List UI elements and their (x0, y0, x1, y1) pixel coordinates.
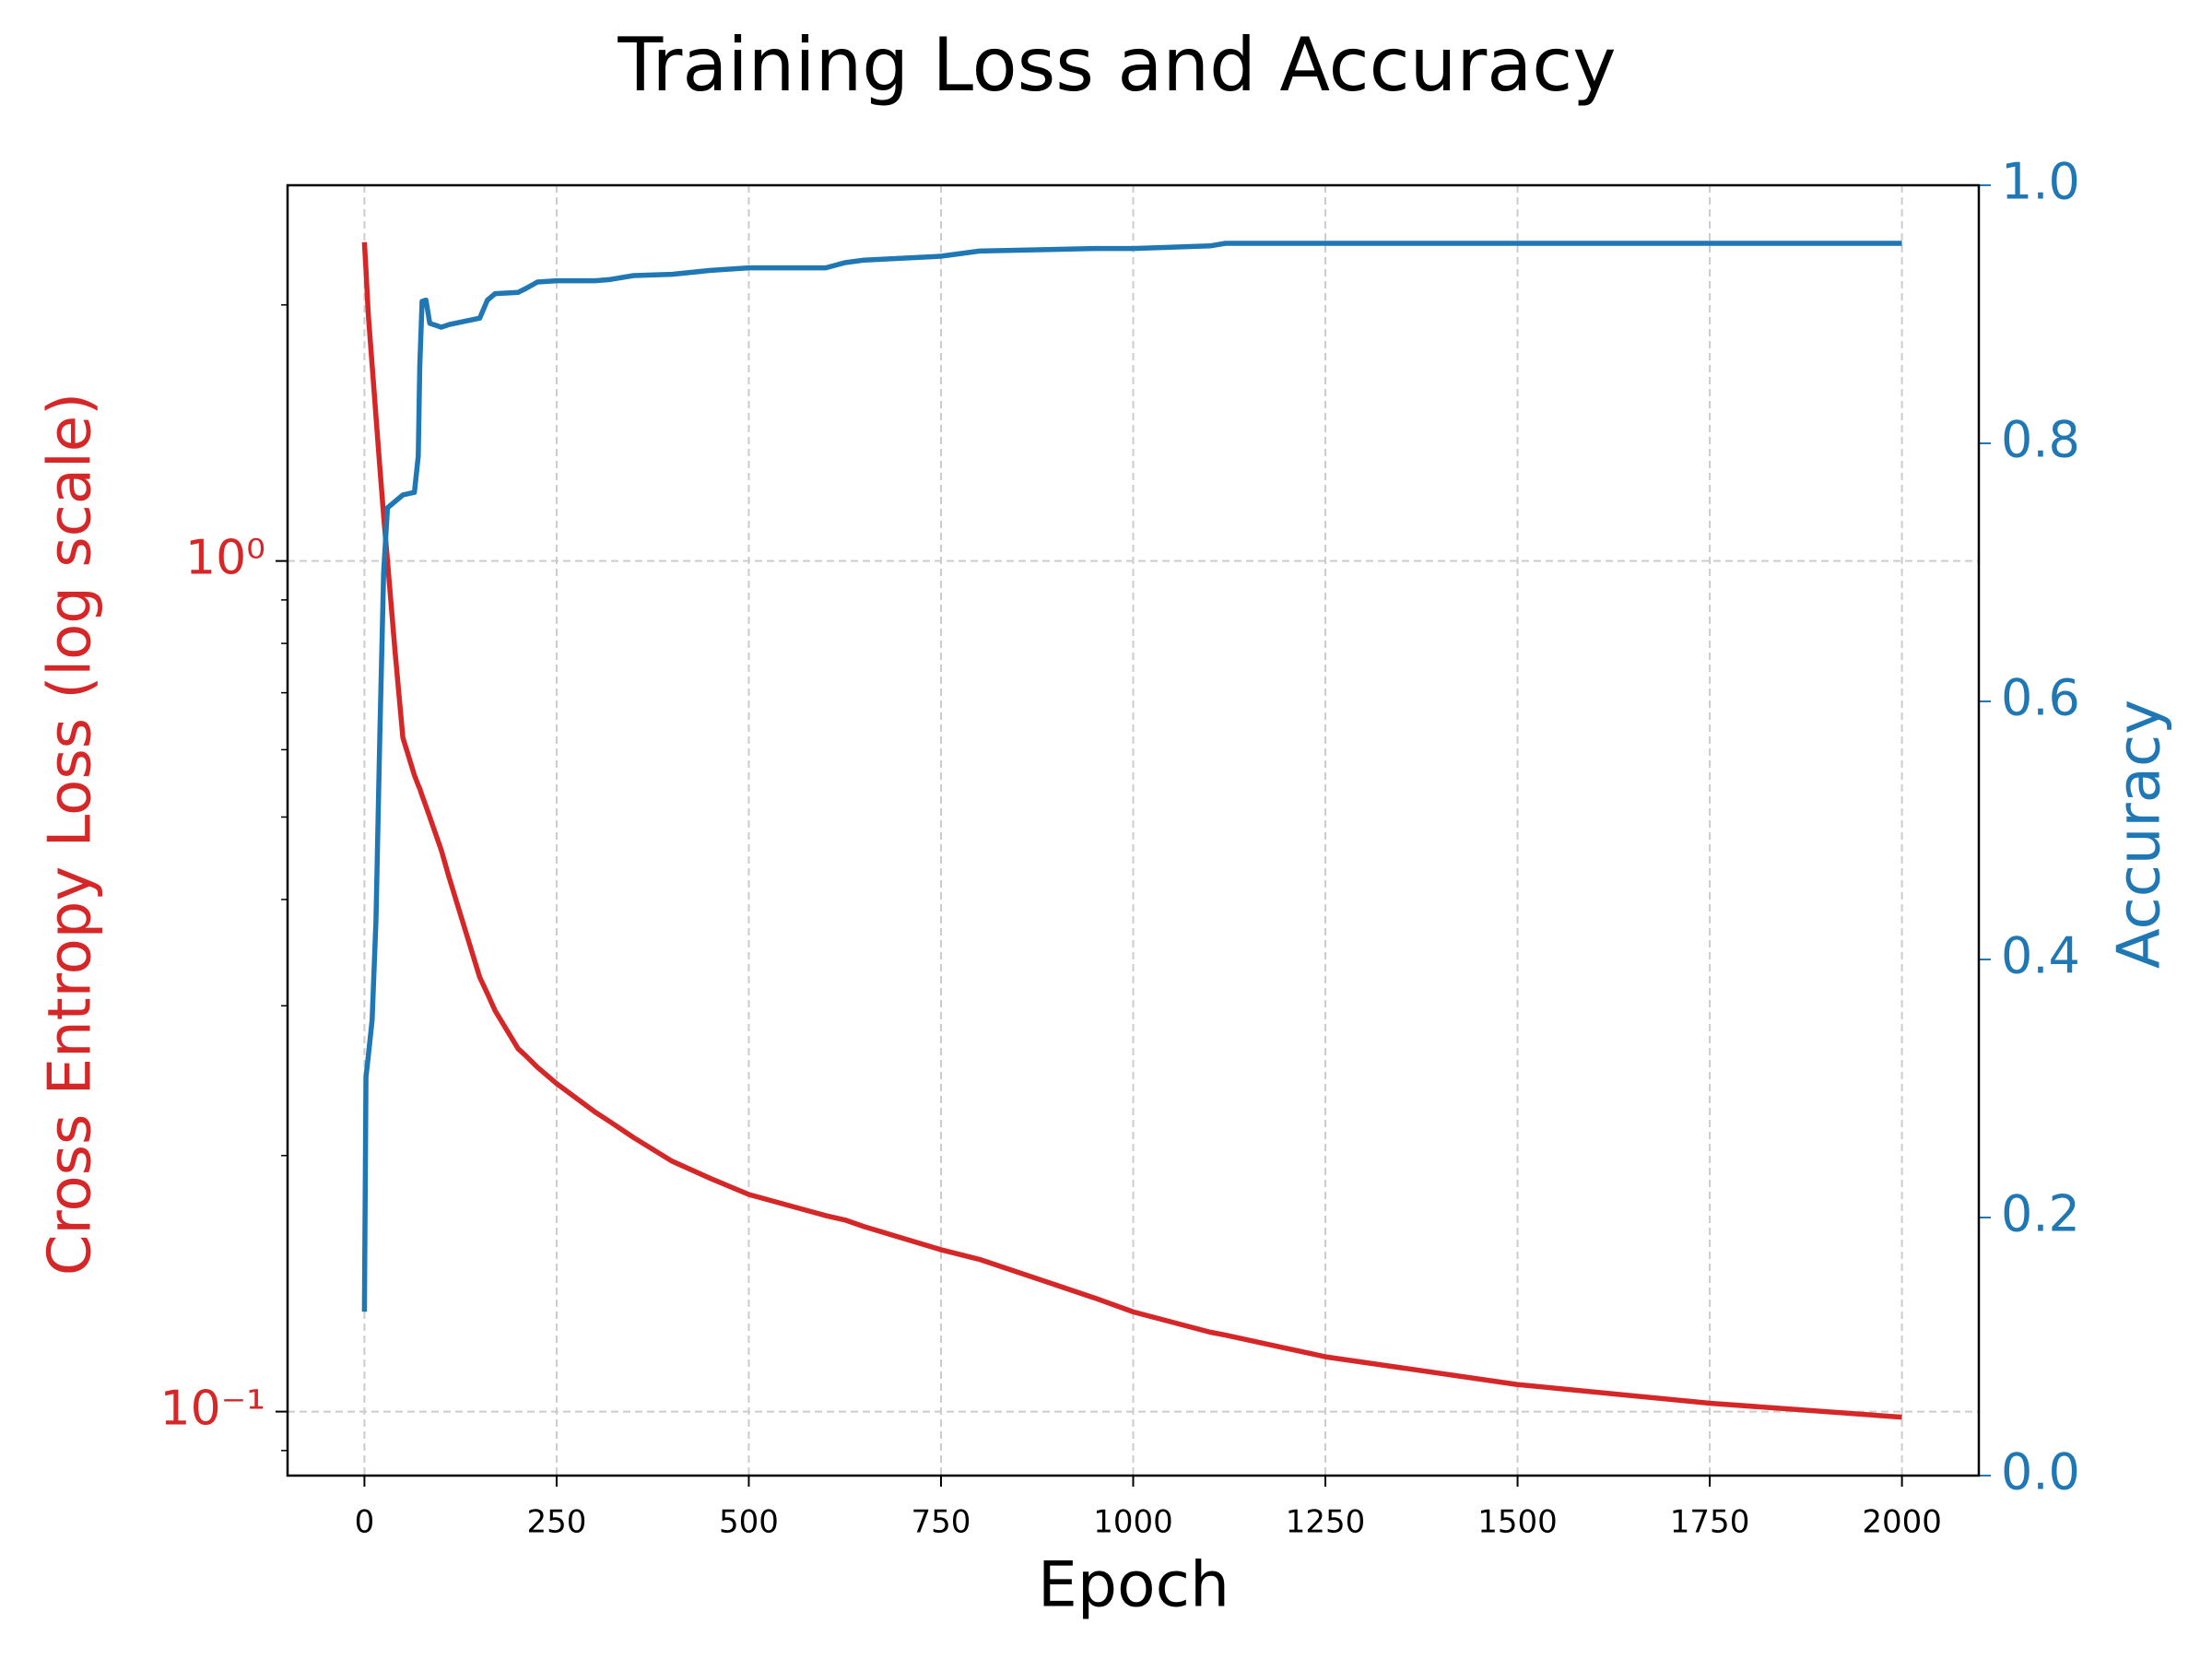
y2-tick-label: 1.0 (2001, 153, 2080, 211)
chart-title: Training Loss and Accuracy (617, 22, 1616, 108)
y2-tick-label: 0.6 (2001, 669, 2080, 727)
x-tick-label: 500 (719, 1504, 779, 1541)
y2-tick-label: 0.0 (2001, 1443, 2080, 1501)
x-tick-label: 1500 (1477, 1504, 1558, 1541)
y2-axis-label: Accuracy (2106, 700, 2174, 969)
x-tick-label: 0 (355, 1504, 375, 1541)
x-tick-label: 1250 (1286, 1504, 1366, 1541)
series-line (361, 241, 1902, 1312)
series-line (361, 241, 1902, 1420)
x-axis-label: Epoch (1038, 1549, 1230, 1622)
y2-tick-label: 0.2 (2001, 1185, 2080, 1243)
y2-tick-label: 0.4 (2001, 927, 2080, 985)
y-axis-label: Cross Entropy Loss (log scale) (37, 393, 105, 1276)
x-tick-label: 750 (912, 1504, 971, 1541)
x-tick-label: 2000 (1862, 1504, 1942, 1541)
x-tick-label: 1000 (1093, 1504, 1173, 1541)
y2-tick-label: 0.8 (2001, 411, 2080, 469)
x-tick-label: 250 (526, 1504, 586, 1541)
y-tick-label: 10⁰ (185, 531, 265, 586)
y-tick-label: 10⁻¹ (160, 1382, 265, 1437)
plot-frame (286, 183, 1981, 1477)
x-tick-label: 1750 (1670, 1504, 1750, 1541)
